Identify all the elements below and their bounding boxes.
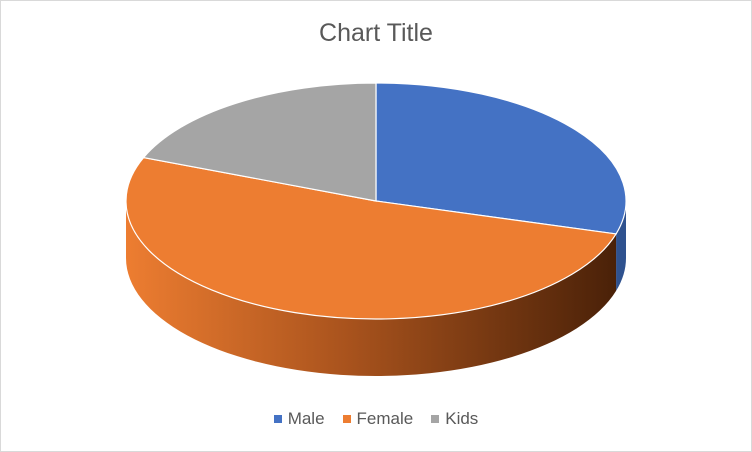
legend-item-kids: Kids	[431, 409, 478, 429]
legend: Male Female Kids	[1, 409, 751, 429]
legend-swatch	[342, 415, 351, 423]
legend-item-male: Male	[273, 409, 325, 429]
pie-slice-kids	[142, 82, 377, 202]
pie-side-male	[616, 201, 626, 291]
pie-side-female	[126, 201, 617, 376]
legend-label: Female	[356, 409, 414, 428]
chart-title: Chart Title	[319, 19, 433, 47]
legend-label: Male	[287, 409, 325, 428]
pie-slice-female	[125, 156, 618, 320]
legend-item-female: Female	[342, 409, 414, 429]
pie-slice-male	[375, 82, 627, 235]
legend-swatch	[431, 415, 440, 423]
legend-label: Kids	[445, 409, 479, 428]
legend-swatch	[273, 415, 282, 423]
